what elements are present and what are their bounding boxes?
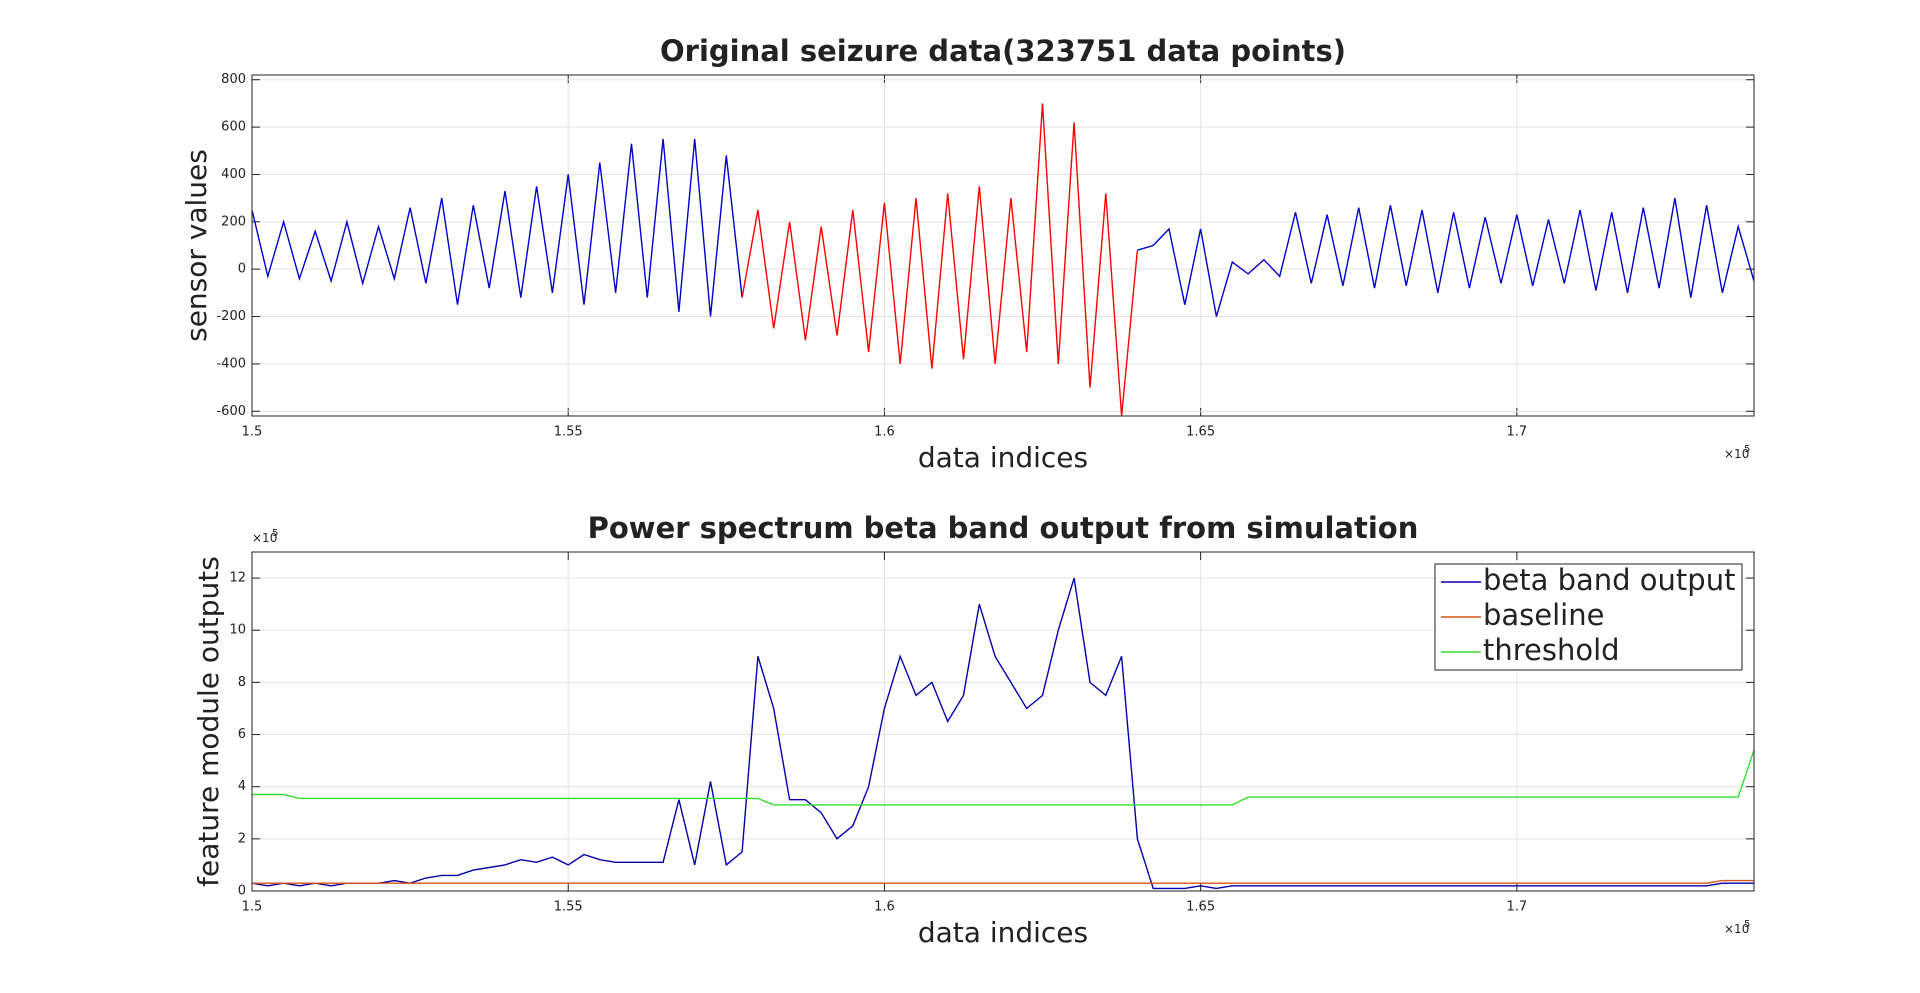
- axis-exponent-base: ×10: [252, 531, 277, 545]
- axis-exponent-power: 5: [272, 528, 278, 539]
- y-tick-label: 0: [238, 262, 246, 277]
- series-line: [252, 749, 1754, 806]
- axis-exponent-power: 5: [1744, 444, 1750, 455]
- x-tick-label: 1.6: [874, 425, 895, 440]
- x-tick-label: 1.5: [242, 900, 263, 915]
- y-tick-label: 2: [238, 831, 246, 846]
- y-tick-label: -600: [216, 404, 246, 419]
- x-tick-label: 1.5: [242, 425, 263, 440]
- x-tick-label: 1.65: [1186, 900, 1215, 915]
- y-tick-label: -200: [216, 309, 246, 324]
- axis-exponent-power: 5: [1744, 919, 1750, 930]
- y-tick-label: 10: [229, 623, 246, 638]
- y-tick-label: 400: [221, 167, 246, 182]
- x-axis-label: data indices: [918, 441, 1088, 474]
- chart-title: Power spectrum beta band output from sim…: [588, 511, 1419, 545]
- y-tick-label: 12: [229, 571, 246, 586]
- y-tick-label: 200: [221, 214, 246, 229]
- y-tick-label: -400: [216, 356, 246, 371]
- x-tick-label: 1.65: [1186, 425, 1215, 440]
- legend-label: threshold: [1483, 633, 1620, 667]
- y-tick-label: 0: [238, 884, 246, 899]
- x-tick-label: 1.6: [874, 900, 895, 915]
- x-tick-label: 1.55: [554, 900, 583, 915]
- axes-box: [251, 74, 1755, 417]
- y-tick-label: 800: [221, 72, 246, 87]
- x-tick-label: 1.7: [1506, 900, 1527, 915]
- y-axis-label: sensor values: [180, 149, 213, 342]
- y-tick-label: 600: [221, 120, 246, 135]
- x-axis-label: data indices: [918, 916, 1088, 949]
- y-tick-label: 6: [238, 727, 246, 742]
- chart-title: Original seizure data(323751 data points…: [660, 34, 1346, 68]
- series-line: [741, 103, 1139, 416]
- x-tick-label: 1.7: [1506, 425, 1527, 440]
- series-line: [252, 879, 1754, 884]
- y-axis-label: feature module outputs: [192, 556, 225, 887]
- y-tick-label: 4: [238, 779, 246, 794]
- series-line: [252, 577, 1754, 890]
- legend-box: [1434, 563, 1743, 671]
- y-tick-label: 8: [238, 675, 246, 690]
- axis-exponent-base: ×10: [1724, 922, 1749, 936]
- x-tick-label: 1.55: [554, 425, 583, 440]
- legend-label: baseline: [1483, 598, 1604, 632]
- legend-label: beta band output: [1483, 563, 1735, 597]
- plot-area: [252, 75, 1754, 416]
- series-line: [252, 138, 1754, 317]
- axis-exponent-base: ×10: [1724, 447, 1749, 461]
- axes-box: [251, 551, 1755, 892]
